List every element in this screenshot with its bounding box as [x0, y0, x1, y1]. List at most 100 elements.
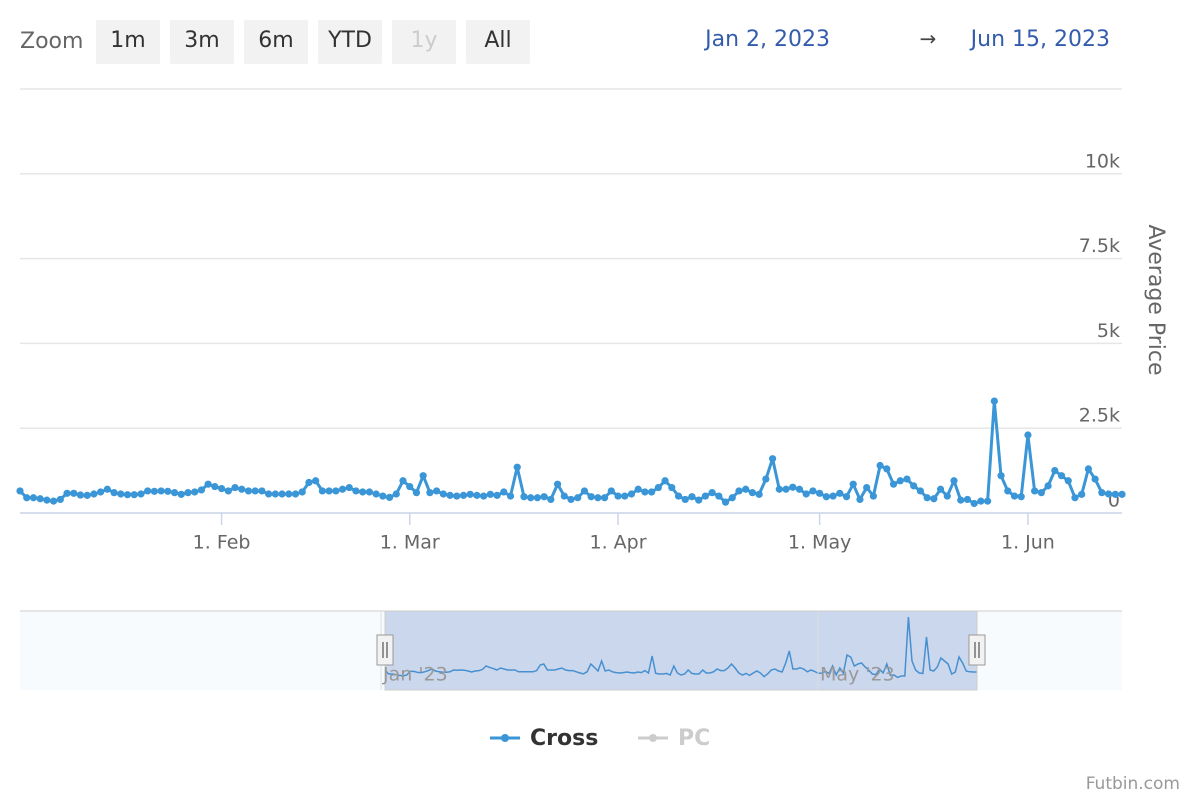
series-point [513, 463, 521, 471]
series-point [164, 487, 172, 495]
series-point [1057, 472, 1066, 480]
zoom-button[interactable] [96, 20, 160, 64]
series-point [553, 480, 562, 488]
series-point [889, 480, 898, 488]
series-point [500, 488, 508, 496]
series-point [668, 483, 676, 492]
series-point [332, 487, 340, 495]
series-point [587, 493, 595, 501]
series-point [238, 485, 246, 493]
zoom-button-label[interactable]: 3m [184, 28, 219, 53]
series-point [533, 494, 542, 502]
zoom-label: Zoom [20, 29, 83, 54]
series-point [621, 492, 629, 500]
zoom-button-label[interactable]: YTD [327, 28, 372, 53]
series-point [506, 492, 515, 500]
series-point [648, 488, 656, 496]
series-point [63, 489, 71, 497]
series-point [688, 493, 696, 501]
series-point [1084, 465, 1093, 473]
series-point [755, 490, 763, 498]
series-point [70, 489, 78, 497]
series-point [674, 492, 683, 500]
zoom-button-label[interactable]: All [484, 28, 511, 53]
zoom-button-label[interactable]: 1m [110, 28, 145, 53]
series-point [480, 492, 488, 500]
series-point [204, 480, 212, 488]
series-point [997, 472, 1005, 480]
navigator-handle[interactable] [376, 634, 394, 666]
series-point [574, 494, 582, 502]
series-point [762, 475, 770, 483]
series-point [768, 455, 777, 463]
zoom-button-label: 1y [410, 28, 437, 53]
series-point [836, 489, 844, 497]
series-point [1004, 487, 1012, 495]
series-point [1037, 489, 1045, 497]
series-point [1010, 492, 1019, 500]
series-point [197, 486, 206, 494]
series-point [231, 483, 239, 492]
series-point [365, 488, 374, 496]
series-point [157, 487, 165, 495]
series-point [1017, 493, 1025, 501]
series-point [856, 495, 864, 504]
series-point [661, 477, 669, 485]
series-point [97, 488, 105, 496]
series-point [748, 489, 757, 497]
series-point [802, 490, 810, 498]
series-point [459, 491, 468, 499]
series-point [527, 494, 535, 502]
navigator-label: Jan '23 [382, 664, 448, 686]
series-point [338, 485, 347, 493]
series-point [352, 487, 360, 495]
series-point [217, 484, 226, 493]
series-point [943, 492, 951, 500]
zoom-button[interactable] [170, 20, 234, 64]
navigator-area [20, 611, 1122, 690]
zoom-button[interactable] [466, 20, 530, 64]
series-point [1024, 431, 1032, 439]
series-point [170, 489, 179, 497]
legend-symbol-point[interactable] [501, 734, 509, 742]
zoom-button-label[interactable]: 6m [258, 28, 293, 53]
navigator-handle[interactable] [968, 634, 986, 666]
series-point [849, 480, 857, 488]
series-point [453, 492, 461, 500]
series-point [715, 492, 723, 500]
range-to[interactable]: Jun 15, 2023 [969, 27, 1110, 52]
zoom-button[interactable] [318, 20, 382, 64]
series-point [520, 493, 528, 501]
series-point [36, 495, 44, 503]
x-tick-label: 1. Mar [380, 532, 440, 554]
series-point [271, 490, 279, 498]
series-point [412, 489, 421, 497]
series-point [439, 490, 447, 498]
series-point [950, 477, 958, 485]
range-from[interactable]: Jan 2, 2023 [703, 27, 830, 52]
series-point [130, 491, 138, 499]
series-point [896, 477, 904, 485]
credits[interactable]: Futbin.com [1086, 774, 1180, 794]
legend-label[interactable]: PC [678, 726, 710, 751]
series-point [473, 491, 481, 499]
series-point [466, 490, 474, 498]
series-point [977, 497, 985, 505]
legend-label[interactable]: Cross [530, 726, 598, 751]
series-point [701, 492, 709, 500]
series-point [150, 487, 158, 495]
series-point [211, 482, 219, 491]
series-point [641, 488, 649, 496]
series-point [318, 487, 326, 495]
series-point [399, 477, 407, 485]
series-point [1118, 490, 1126, 498]
series-point [863, 483, 871, 492]
x-tick-label: 1. Feb [193, 532, 251, 554]
series-point [876, 461, 884, 470]
legend-symbol-point[interactable] [649, 734, 657, 742]
navigator-selection[interactable] [384, 610, 978, 691]
zoom-button[interactable] [244, 20, 308, 64]
series-point [560, 492, 568, 500]
series-point [392, 490, 400, 498]
